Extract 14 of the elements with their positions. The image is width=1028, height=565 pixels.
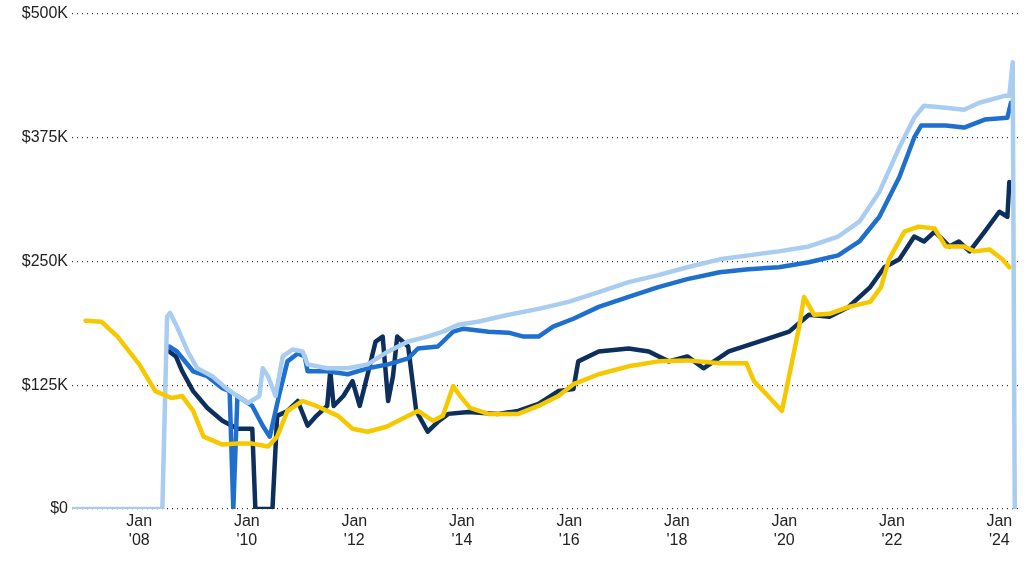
y-tick-label: $125K (21, 375, 69, 393)
x-tick-label: Jan '20 (771, 512, 798, 549)
x-tick-label: Jan '16 (556, 512, 583, 549)
x-tick-label: Jan '12 (341, 512, 368, 549)
y-tick-label: $500K (21, 4, 69, 22)
y-tick-label: $0 (50, 499, 69, 517)
y-tick-label: $375K (21, 127, 69, 145)
y-tick-label: $250K (21, 251, 69, 269)
x-tick-label: Jan '18 (663, 512, 690, 549)
x-tick-label: Jan '10 (233, 512, 260, 549)
x-tick-label: Jan '24 (986, 512, 1013, 549)
x-tick-label: Jan '22 (878, 512, 905, 549)
x-tick-label: Jan '14 (448, 512, 475, 549)
x-tick-label: Jan '08 (126, 512, 153, 549)
